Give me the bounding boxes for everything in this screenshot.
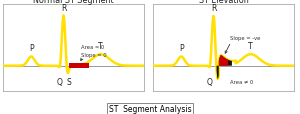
Text: P: P	[29, 44, 34, 52]
Text: ST  Segment Analysis: ST Segment Analysis	[109, 105, 191, 113]
Text: Slope = 0: Slope = 0	[81, 52, 106, 57]
Bar	[69, 64, 89, 68]
Text: T: T	[98, 41, 103, 50]
Text: Q: Q	[56, 78, 62, 86]
Text: R: R	[61, 4, 66, 13]
Text: Q: Q	[206, 78, 212, 86]
Text: R: R	[211, 4, 216, 13]
Text: S: S	[66, 78, 71, 86]
Text: Slope = -ve: Slope = -ve	[230, 36, 260, 41]
Text: Area = 0: Area = 0	[81, 45, 104, 50]
Title: Normal ST Segment: Normal ST Segment	[33, 0, 114, 4]
Title: ST Elevation: ST Elevation	[199, 0, 248, 4]
Text: T: T	[248, 41, 253, 50]
Text: Area ≠ 0: Area ≠ 0	[230, 79, 253, 84]
Text: P: P	[179, 44, 184, 52]
